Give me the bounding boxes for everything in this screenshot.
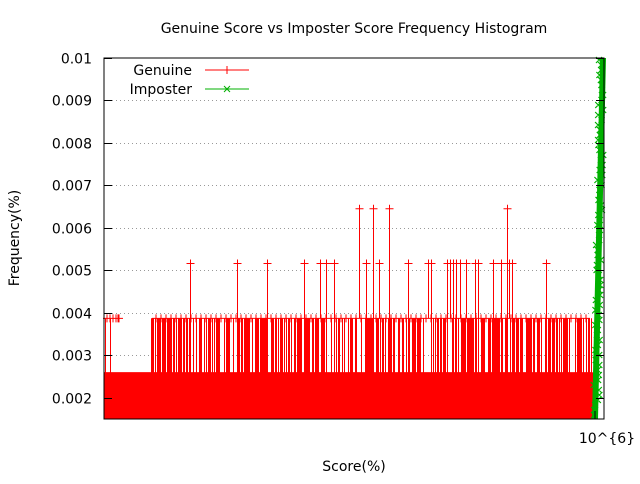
- y-tick-label: 0.003: [52, 349, 92, 365]
- y-tick-label: 0.005: [52, 264, 92, 280]
- imposter-series: [590, 56, 607, 419]
- imposter-band: [592, 58, 606, 419]
- y-tick-label: 0.002: [52, 392, 92, 408]
- genuine-series: [103, 204, 593, 419]
- genuine-markers: [103, 204, 590, 323]
- x-tick-label: 10^{6}: [579, 431, 635, 447]
- legend: Genuine Imposter: [130, 63, 249, 98]
- legend-marker-genuine: [223, 66, 231, 74]
- axes: 0.002 0.003 0.004 0.005 0.006 0.007 0.008 0.009…: [52, 52, 635, 448]
- plot-frame: [103, 57, 605, 420]
- y-tick-label: 0.006: [52, 222, 92, 238]
- x-axis-label: Score(%): [322, 459, 385, 475]
- y-tick-label: 0.009: [52, 94, 92, 110]
- y-tick-label: 0.004: [52, 307, 92, 323]
- y-axis-label: Frequency(%): [7, 190, 23, 287]
- y-tick-label: 0.01: [61, 52, 92, 68]
- legend-marker-imposter: [223, 85, 231, 93]
- legend-label-genuine: Genuine: [133, 63, 192, 79]
- chart-title: Genuine Score vs Imposter Score Frequenc…: [161, 21, 548, 37]
- genuine-peaks: [190, 208, 547, 319]
- y-tick-label: 0.008: [52, 137, 92, 153]
- y-tick-label: 0.007: [52, 179, 92, 195]
- legend-label-imposter: Imposter: [130, 82, 193, 98]
